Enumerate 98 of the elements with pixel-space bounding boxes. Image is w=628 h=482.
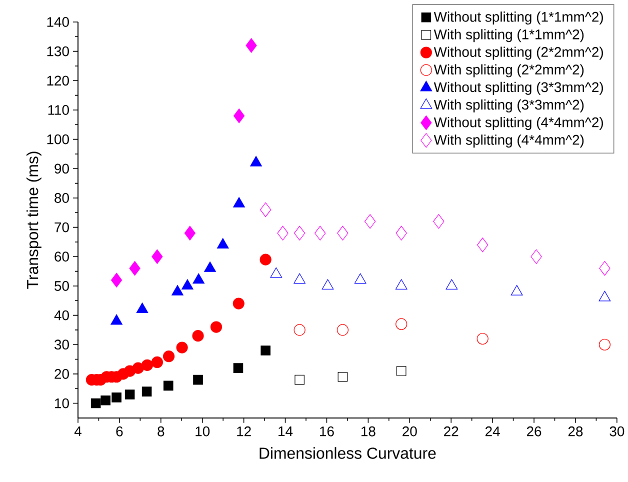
- point: [216, 238, 229, 248]
- point: [152, 249, 163, 264]
- y-tick-label: 20: [54, 369, 69, 379]
- point: [322, 279, 334, 290]
- point: [270, 267, 282, 278]
- point: [260, 346, 270, 356]
- point: [396, 318, 408, 330]
- x-tick-label: 30: [610, 426, 624, 436]
- y-tick-label: 110: [48, 105, 69, 115]
- x-tick-label: 8: [158, 426, 164, 436]
- point: [151, 356, 163, 368]
- point: [510, 285, 523, 296]
- point: [111, 272, 122, 288]
- point: [354, 273, 366, 284]
- y-tick-label: 80: [54, 193, 69, 203]
- legend-label: Without splitting (3*3mm^2): [434, 82, 603, 95]
- point: [337, 226, 348, 240]
- x-tick-label: 24: [486, 426, 500, 436]
- point: [338, 372, 348, 382]
- point: [176, 342, 188, 354]
- legend-label: Without splitting (2*2mm^2): [434, 46, 603, 60]
- point: [250, 156, 262, 166]
- point: [294, 324, 306, 336]
- point: [395, 279, 408, 290]
- legend-label: Without splitting (4*4mm^2): [434, 117, 603, 130]
- x-tick-label: 28: [568, 426, 583, 436]
- point: [163, 380, 174, 391]
- point: [314, 226, 326, 240]
- point: [234, 108, 245, 124]
- point: [136, 302, 148, 314]
- point: [530, 249, 542, 264]
- point: [204, 262, 216, 272]
- point: [294, 226, 306, 240]
- point: [396, 226, 407, 240]
- x-tick-label: 20: [402, 426, 417, 436]
- x-tick-label: 4: [74, 426, 82, 436]
- y-tick-label: 90: [54, 164, 69, 174]
- point: [132, 362, 144, 374]
- point: [446, 279, 458, 290]
- point: [192, 330, 204, 342]
- x-tick-label: 12: [237, 426, 251, 436]
- point: [396, 366, 406, 376]
- point: [433, 214, 444, 229]
- point: [110, 314, 122, 325]
- legend-label: With splitting (1*1mm^2): [434, 29, 584, 42]
- point: [277, 226, 288, 240]
- point: [182, 279, 194, 290]
- point: [599, 261, 610, 276]
- point: [233, 197, 245, 208]
- x-tick-label: 22: [444, 426, 458, 436]
- point: [477, 238, 488, 252]
- point: [294, 273, 306, 284]
- point: [162, 350, 175, 362]
- point: [260, 254, 272, 266]
- legend-label: Without splitting (1*1mm^2): [434, 12, 603, 25]
- y-tick-label: 30: [54, 340, 69, 350]
- x-tick-label: 16: [320, 426, 334, 436]
- point: [364, 214, 376, 229]
- point: [260, 202, 272, 218]
- x-tick-label: 26: [526, 426, 542, 436]
- point: [141, 359, 154, 371]
- x-tick-label: 6: [116, 426, 123, 436]
- x-tick-label: 10: [196, 426, 210, 436]
- point: [193, 374, 203, 385]
- x-tick-label: 18: [361, 426, 376, 436]
- point: [210, 321, 222, 333]
- point: [100, 395, 110, 406]
- y-tick-label: 140: [47, 17, 69, 27]
- y-tick-label: 10: [55, 398, 69, 408]
- point: [598, 290, 611, 302]
- y-tick-label: 100: [47, 134, 69, 144]
- legend-label: With splitting (3*3mm^2): [434, 99, 584, 112]
- legend-label: With splitting (2*2mm^2): [434, 64, 584, 78]
- point: [233, 363, 244, 374]
- point: [336, 324, 348, 336]
- y-tick-label: 130: [47, 46, 69, 56]
- x-tick-label: 14: [278, 426, 293, 436]
- x-axis-title: Dimensionless Curvature: [260, 447, 436, 459]
- point: [184, 226, 196, 240]
- y-tick-label: 70: [54, 222, 69, 232]
- point: [192, 273, 205, 284]
- point: [90, 398, 101, 408]
- y-tick-label: 120: [47, 76, 69, 86]
- point: [294, 374, 304, 385]
- y-tick-label: 40: [54, 310, 69, 320]
- point: [246, 38, 257, 53]
- point: [124, 390, 135, 400]
- point: [172, 285, 184, 296]
- point: [129, 261, 140, 276]
- point: [476, 332, 488, 345]
- y-axis-title: Transport time (ms): [26, 152, 42, 289]
- point: [232, 298, 244, 310]
- legend-label: With splitting (4*4mm^2): [434, 134, 584, 148]
- y-tick-label: 60: [54, 252, 69, 262]
- point: [112, 392, 122, 402]
- point: [598, 338, 610, 350]
- y-tick-label: 50: [54, 281, 69, 291]
- point: [142, 386, 152, 396]
